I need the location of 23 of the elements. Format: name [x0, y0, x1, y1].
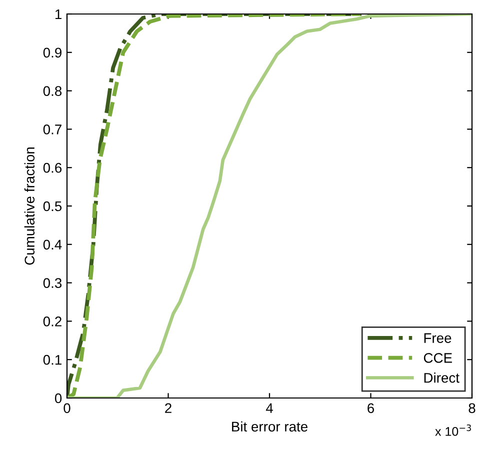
- line-series: [67, 14, 472, 398]
- x-tick-label: 4: [266, 403, 273, 413]
- y-tick-label: 0.7: [43, 124, 62, 134]
- y-tick-label: 0.5: [43, 201, 62, 212]
- y-tick-label: 0.6: [43, 162, 62, 173]
- y-tick-label: 0.3: [43, 278, 62, 288]
- y-tick-label: 1: [55, 9, 62, 20]
- y-tick-label: 0.8: [43, 86, 62, 96]
- x-tick-label: 2: [165, 403, 172, 413]
- y-tick-label: 0.9: [43, 48, 62, 58]
- legend-label: Free: [424, 333, 452, 343]
- y-tick-label: 0: [54, 393, 62, 404]
- legend-label: Direct: [424, 372, 460, 383]
- y-tick-label: 0.2: [43, 316, 62, 326]
- x-tick-label: 8: [468, 403, 476, 414]
- x-tick-label: 6: [368, 403, 374, 414]
- y-tick-label: 0.4: [43, 240, 62, 250]
- x-axis-title: Bit error rate: [232, 421, 308, 432]
- legend-label: CCE: [424, 353, 452, 363]
- x-tick-label: 0: [64, 403, 70, 414]
- y-axis-title: Cumulative fraction: [24, 147, 35, 265]
- y-tick-label: 0.1: [43, 354, 62, 365]
- text: x 10$^{−3}$: [435, 424, 471, 436]
